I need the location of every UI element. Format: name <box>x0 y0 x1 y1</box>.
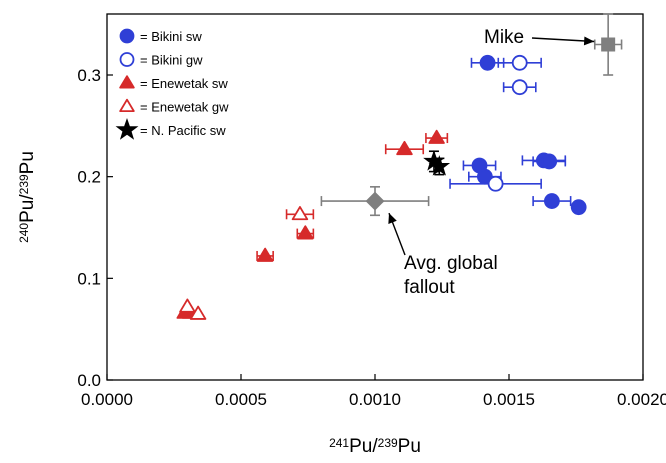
legend-marker-0 <box>119 28 135 44</box>
x-tick-label-1: 0.0005 <box>215 390 267 409</box>
data-series <box>176 54 587 320</box>
series-1-point-0 <box>511 54 528 71</box>
y-axis-title-part-2: 239 <box>17 174 31 194</box>
legend-label-4: = N. Pacific sw <box>140 123 226 138</box>
annotation-fallout-line-1: fallout <box>404 277 455 298</box>
x-axis-title-part-2: 239 <box>378 436 398 450</box>
series-3-point-2 <box>189 305 207 320</box>
series-2-point-2 <box>297 225 314 240</box>
legend-label-0: = Bikini sw <box>140 29 202 44</box>
annotation-mike-arrow <box>531 37 595 43</box>
ref-point-1 <box>365 191 385 211</box>
y-axis-title-part-0: 240 <box>17 223 31 243</box>
annotations: Mike Avg. global fallout <box>388 27 595 298</box>
x-axis-title: 241Pu/239Pu <box>329 436 421 457</box>
y-tick-label-2: 0.2 <box>77 168 101 187</box>
y-tick-label-0: 0.0 <box>77 371 101 390</box>
x-tick-label-4: 0.0020 <box>617 390 666 409</box>
x-tick-label-2: 0.0010 <box>349 390 401 409</box>
series-2-point-1 <box>396 140 413 156</box>
legend-marker-2 <box>119 75 135 89</box>
y-tick-label-3: 0.3 <box>77 66 101 85</box>
series-0-point-5 <box>543 193 560 209</box>
x-tick-label-0: 0.0000 <box>81 390 133 409</box>
series-4-point-1 <box>428 155 451 176</box>
legend: = Bikini sw = Bikini gw = Enewetak sw = Ene… <box>115 28 229 140</box>
annotation-mike-arrow-head <box>583 36 595 46</box>
annotation-fallout-arrow-head <box>388 213 397 225</box>
reference-points <box>320 13 623 217</box>
series-1-point-1 <box>511 79 528 96</box>
legend-marker-4 <box>115 117 139 140</box>
series-1-point-2 <box>487 175 504 192</box>
x-axis-title-part-3: Pu <box>398 436 421 457</box>
series-0-point-4 <box>541 153 558 170</box>
y-tick-label-1: 0.1 <box>77 269 101 288</box>
axis-ticks: 0.0000 0.0005 0.0010 0.0015 0.0020 0.0 0.1 0.2 0… <box>77 66 666 409</box>
y-axis-title-part-1: Pu/ <box>17 194 38 223</box>
annotation-fallout-line-0: Avg. global <box>404 253 498 274</box>
legend-label-2: = Enewetak sw <box>140 76 228 91</box>
y-axis-title-part-3: Pu <box>17 151 38 174</box>
series-0-point-2 <box>476 168 493 185</box>
x-axis-title-part-1: Pu/ <box>349 436 378 457</box>
y-axis-title: 240Pu/239Pu <box>17 151 38 243</box>
legend-marker-1 <box>119 52 135 67</box>
x-axis-title-part-0: 241 <box>329 436 349 450</box>
series-2-point-3 <box>256 247 274 262</box>
series-3-point-1 <box>179 298 196 313</box>
legend-marker-3 <box>119 98 135 113</box>
annotation-mike: Mike <box>484 27 524 48</box>
x-tick-label-3: 0.0015 <box>483 390 535 409</box>
series-2-point-0 <box>428 129 445 144</box>
series-0-point-6 <box>570 199 587 216</box>
legend-label-3: = Enewetak gw <box>140 100 229 115</box>
series-3-point-0 <box>291 206 309 221</box>
ref-point-0 <box>601 37 616 52</box>
series-0-point-0 <box>479 54 496 71</box>
legend-label-1: = Bikini gw <box>140 53 203 68</box>
